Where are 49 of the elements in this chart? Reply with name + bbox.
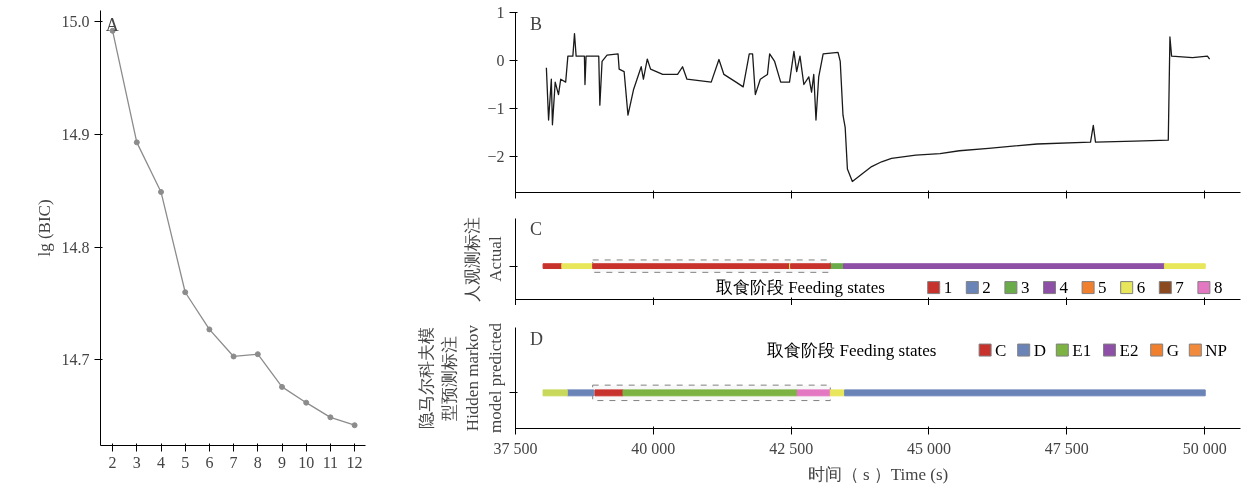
legend-title: 取食阶段 Feeding states (767, 340, 937, 360)
legend-label: 2 (982, 278, 991, 298)
y-axis-title: 人观测标注 Actual (462, 216, 505, 302)
x-tick-label: 10 (298, 453, 315, 471)
legend-label: G (1166, 340, 1179, 360)
x-tick-label: 37 500 (493, 439, 538, 457)
y-axis-title: lg (BIC) (34, 199, 54, 257)
legend-label: 6 (1136, 278, 1146, 298)
x-tick-label: 50 000 (1182, 439, 1227, 457)
y-tick-label: −2 (487, 148, 505, 165)
annotation: A (105, 14, 119, 35)
y-axis-title: 隐马尔科夫模型预测标注 Hidden markov model predicted (417, 322, 505, 433)
legend-label: 7 (1175, 278, 1185, 298)
legend-label: 1 (943, 278, 953, 298)
annotation: D (530, 328, 543, 349)
legend-label: D (1033, 340, 1046, 360)
x-tick-label: 12 (346, 453, 363, 471)
x-tick-label: 11 (322, 453, 339, 471)
y-tick-label: 14.8 (61, 238, 90, 256)
y-tick-label: 14.9 (61, 125, 90, 143)
x-tick-label: 42 500 (769, 439, 814, 457)
legend-title: 取食阶段 Feeding states (715, 278, 885, 298)
x-tick-label: 45 000 (907, 439, 951, 457)
x-tick-label: 4 (157, 453, 165, 471)
x-tick-label: 7 (229, 453, 238, 471)
y-tick-label: 14.7 (61, 351, 90, 369)
x-axis-title: 时间（ s ）Time (s) (807, 464, 949, 484)
y-tick-label: 1 (496, 4, 505, 21)
annotation: B (530, 14, 543, 35)
x-tick-label: 9 (278, 453, 287, 471)
legend-label: 5 (1098, 278, 1107, 298)
y-tick-label: 0 (496, 52, 505, 69)
legend-label: E1 (1072, 340, 1092, 360)
annotation: C (530, 219, 543, 240)
legend-label: E2 (1119, 340, 1139, 360)
legend-label: C (995, 340, 1007, 360)
x-tick-label: 2 (108, 453, 117, 471)
x-tick-label: 8 (253, 453, 262, 471)
x-tick-label: 6 (205, 453, 214, 471)
y-tick-label: −1 (487, 100, 505, 117)
x-tick-label: 40 000 (631, 439, 676, 457)
legend-label: 8 (1213, 278, 1223, 298)
y-tick-label: 15.0 (61, 13, 90, 31)
x-tick-label: 47 500 (1044, 439, 1089, 457)
x-tick-label: 5 (181, 453, 190, 471)
legend-label: NP (1205, 340, 1228, 360)
legend-label: 3 (1020, 278, 1030, 298)
x-tick-label: 3 (132, 453, 141, 471)
legend-label: 4 (1059, 278, 1069, 298)
